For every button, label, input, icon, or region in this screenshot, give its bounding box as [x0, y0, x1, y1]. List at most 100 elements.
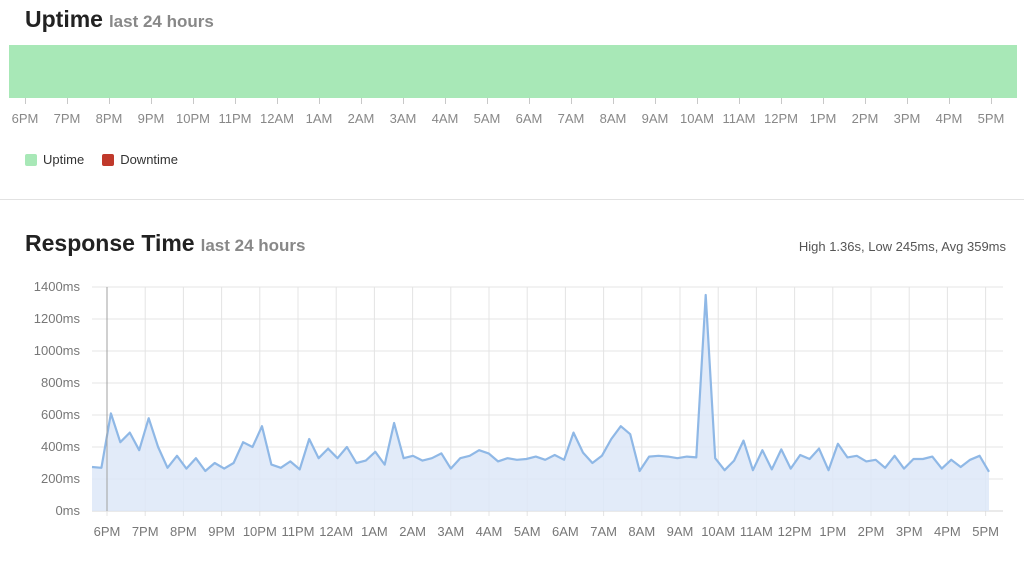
uptime-tick-label: 3AM [389, 111, 417, 126]
uptime-tick [193, 98, 194, 104]
y-tick-label: 1000ms [34, 343, 81, 358]
uptime-tick [403, 98, 404, 104]
uptime-tick [235, 98, 236, 104]
uptime-tick [613, 98, 614, 104]
response-time-title: Response Time last 24 hours [25, 230, 305, 257]
x-tick-label: 4PM [934, 524, 961, 539]
response-time-chart[interactable]: 0ms 200ms 400ms 600ms 800ms 1000ms 1200ms 1400m… [0, 270, 1024, 571]
x-tick-label: 8AM [628, 524, 655, 539]
response-time-stats: High 1.36s, Low 245ms, Avg 359ms [798, 239, 1006, 254]
uptime-tick [697, 98, 698, 104]
x-tick-label: 5PM [972, 524, 999, 539]
uptime-tick [487, 98, 488, 104]
x-tick-label: 11AM [740, 524, 773, 539]
uptime-tick [781, 98, 782, 104]
uptime-tick [529, 98, 530, 104]
response-time-subtitle: last 24 hours [200, 236, 306, 255]
uptime-tick-label: 5AM [473, 111, 501, 126]
uptime-title: Uptime last 24 hours [25, 6, 214, 33]
x-tick-label: 12AM [319, 524, 353, 539]
downtime-swatch [102, 153, 115, 166]
x-tick-label: 9AM [667, 524, 694, 539]
y-tick-label: 0ms [55, 503, 80, 518]
uptime-tick [571, 98, 572, 104]
uptime-tick-label: 4AM [431, 111, 459, 126]
uptime-tick [445, 98, 446, 104]
uptime-tick [277, 98, 278, 104]
x-axis: 6PM 7PM 8PM 9PM 10PM 11PM 12AM 1AM 2AM 3AM 4AM 5AM 6… [94, 524, 999, 539]
uptime-tick-label: 2PM [851, 111, 879, 126]
response-time-area [92, 295, 989, 511]
x-tick-label: 2PM [858, 524, 885, 539]
uptime-tick [949, 98, 950, 104]
x-tick-label: 9PM [208, 524, 235, 539]
uptime-legend: Uptime Downtime [25, 152, 178, 167]
legend-item-downtime[interactable]: Downtime [102, 152, 178, 167]
uptime-tick-label: 11AM [722, 111, 756, 126]
uptime-tick [739, 98, 740, 104]
uptime-tick-label: 1PM [809, 111, 837, 126]
response-time-title-text: Response Time [25, 230, 195, 256]
y-tick-label: 1200ms [34, 311, 81, 326]
uptime-tick-label: 8PM [95, 111, 123, 126]
uptime-tick [25, 98, 26, 104]
uptime-time-axis: 6PM 7PM 8PM 9PM 10PM 11PM 12AM 1AM 2AM 3AM 4AM 5AM 6… [0, 98, 1024, 138]
y-tick-label: 600ms [41, 407, 81, 422]
uptime-tick [655, 98, 656, 104]
uptime-tick-label: 12PM [764, 111, 798, 126]
x-tick-label: 10AM [701, 524, 735, 539]
uptime-tick-label: 9PM [137, 111, 165, 126]
uptime-tick-label: 6AM [515, 111, 543, 126]
uptime-tick [109, 98, 110, 104]
uptime-tick-label: 6PM [11, 111, 39, 126]
y-tick-label: 1400ms [34, 279, 81, 294]
uptime-bar[interactable] [9, 45, 1017, 98]
uptime-tick-label: 7PM [53, 111, 81, 126]
uptime-tick [907, 98, 908, 104]
x-tick-label: 12PM [778, 524, 812, 539]
x-tick-label: 6AM [552, 524, 579, 539]
uptime-tick [361, 98, 362, 104]
x-tick-label: 11PM [282, 524, 315, 539]
y-tick-label: 400ms [41, 439, 81, 454]
x-tick-label: 1AM [361, 524, 388, 539]
uptime-tick-label: 11PM [218, 111, 252, 126]
y-axis: 0ms 200ms 400ms 600ms 800ms 1000ms 1200ms 1400m… [34, 279, 81, 518]
x-tick-label: 1PM [819, 524, 846, 539]
uptime-title-text: Uptime [25, 6, 103, 32]
uptime-subtitle: last 24 hours [108, 12, 214, 31]
uptime-tick-label: 3PM [893, 111, 921, 126]
x-tick-label: 5AM [514, 524, 541, 539]
uptime-tick [319, 98, 320, 104]
uptime-tick-label: 10PM [176, 111, 210, 126]
x-tick-label: 3AM [437, 524, 464, 539]
x-tick-label: 6PM [94, 524, 121, 539]
uptime-tick-label: 1AM [305, 111, 333, 126]
uptime-tick [823, 98, 824, 104]
x-tick-label: 2AM [399, 524, 426, 539]
uptime-tick [67, 98, 68, 104]
uptime-tick-label: 4PM [935, 111, 963, 126]
uptime-tick-label: 10AM [680, 111, 714, 126]
x-tick-label: 7PM [132, 524, 159, 539]
uptime-tick-label: 7AM [557, 111, 585, 126]
legend-label-downtime: Downtime [120, 152, 178, 167]
legend-item-uptime[interactable]: Uptime [25, 152, 84, 167]
x-tick-label: 3PM [896, 524, 923, 539]
uptime-swatch [25, 153, 37, 166]
response-time-line[interactable] [91, 293, 990, 473]
x-tick-label: 7AM [590, 524, 617, 539]
x-tick-label: 4AM [476, 524, 503, 539]
uptime-tick [991, 98, 992, 104]
uptime-tick-label: 5PM [977, 111, 1005, 126]
y-tick-label: 200ms [41, 471, 81, 486]
section-divider [0, 199, 1024, 200]
y-tick-label: 800ms [41, 375, 81, 390]
uptime-tick [151, 98, 152, 104]
x-tick-label: 8PM [170, 524, 197, 539]
legend-label-uptime: Uptime [43, 152, 85, 167]
uptime-tick-label: 8AM [599, 111, 627, 126]
x-tick-label: 10PM [243, 524, 277, 539]
uptime-tick-label: 2AM [347, 111, 375, 126]
uptime-tick [865, 98, 866, 104]
